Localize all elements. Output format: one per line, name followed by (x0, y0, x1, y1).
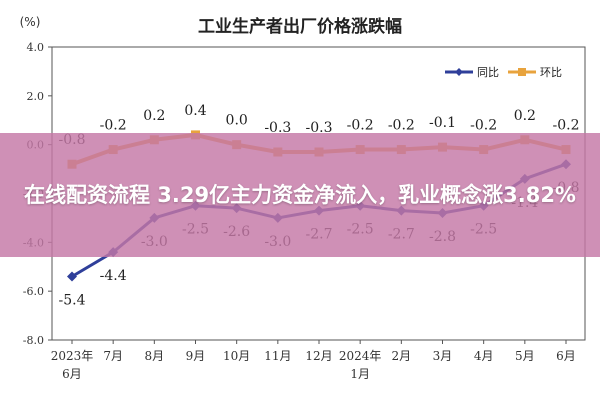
data-label: -0.2 (100, 118, 127, 134)
data-label: 0.0 (226, 113, 248, 129)
data-label: -0.1 (429, 115, 456, 131)
headline-banner: 在线配资流程 3.29亿主力资金净流入，乳业概念涨3.82% (0, 133, 600, 257)
data-label: -0.3 (306, 120, 333, 136)
y-tick-label: -8.0 (23, 334, 44, 347)
x-tick-label: 6月 (556, 349, 576, 363)
data-label: -0.2 (388, 118, 415, 134)
y-tick-label: 2.0 (27, 90, 45, 103)
headline-text: 在线配资流程 3.29亿主力资金净流入，乳业概念涨3.82% (24, 183, 576, 207)
x-tick-label: 10月 (223, 349, 250, 363)
x-tick-label: 7月 (103, 349, 123, 363)
legend-swatch-marker (518, 68, 526, 76)
x-tick-label: 1月 (350, 367, 370, 381)
y-tick-label: 4.0 (27, 41, 45, 54)
data-label: -5.4 (59, 293, 86, 309)
x-tick-label: 4月 (474, 349, 494, 363)
data-point (67, 271, 77, 282)
x-tick-label: 6月 (62, 367, 82, 381)
data-label: -0.2 (470, 118, 497, 134)
legend-item-mom: 环比 (508, 66, 562, 79)
y-tick-label: -6.0 (23, 285, 44, 298)
x-tick-label: 9月 (186, 349, 206, 363)
data-label: -0.3 (264, 120, 291, 136)
data-label: 0.4 (184, 103, 206, 119)
chart-title: 工业生产者出厂价格涨跌幅 (198, 16, 402, 37)
data-label: -4.4 (100, 268, 127, 284)
x-tick-label: 11月 (264, 349, 291, 363)
legend-swatch-marker (455, 68, 463, 76)
legend-label: 环比 (540, 66, 562, 79)
data-label: 0.2 (514, 108, 536, 124)
data-label: -0.2 (347, 118, 374, 134)
y-axis-unit-label: (%) (20, 15, 41, 29)
x-tick-label: 3月 (433, 349, 453, 363)
x-tick-label: 8月 (145, 349, 165, 363)
legend: 同比 环比 (445, 66, 562, 79)
x-tick-label: 12月 (305, 349, 332, 363)
legend-item-yoy: 同比 (445, 66, 499, 79)
data-label: 0.2 (143, 108, 165, 124)
x-tick-label: 2023年 (51, 349, 94, 363)
data-label: -0.2 (553, 118, 580, 134)
x-tick-label: 2月 (392, 349, 412, 363)
x-tick-label: 2024年 (339, 349, 382, 363)
x-tick-label: 5月 (515, 349, 535, 363)
legend-label: 同比 (477, 66, 499, 79)
